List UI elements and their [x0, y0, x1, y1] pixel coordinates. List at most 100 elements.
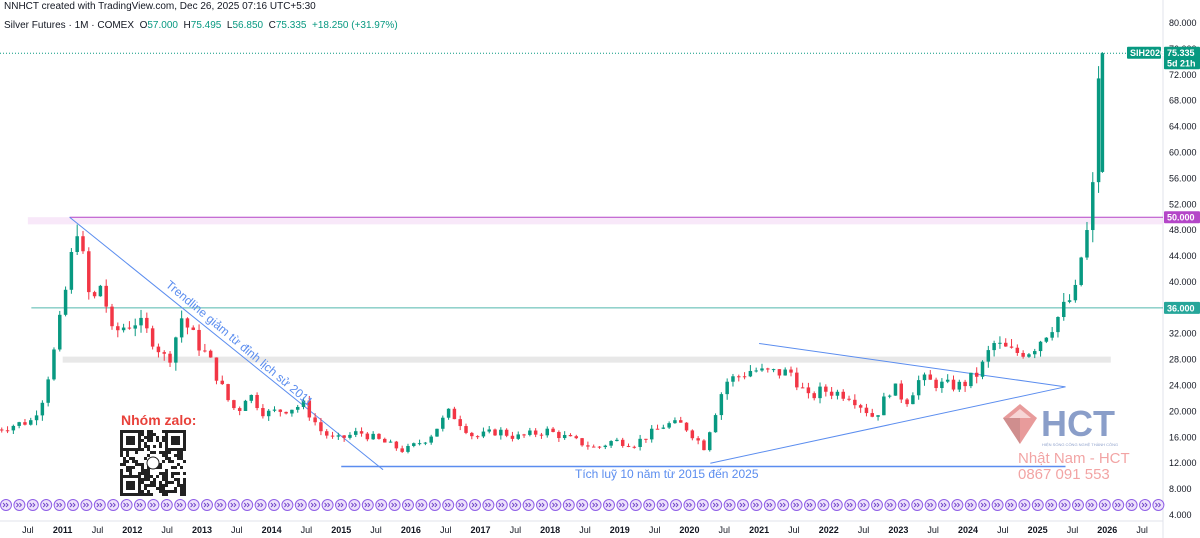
- candle-body: [139, 317, 143, 326]
- qr-module: [141, 490, 144, 493]
- price-axis[interactable]: 80.00076.00072.00068.00064.00060.00056.0…: [1169, 18, 1197, 520]
- event-marker-glyph: [1074, 502, 1081, 508]
- zalo-block: Nhóm zalo:: [120, 412, 196, 496]
- qr-module: [132, 466, 135, 469]
- event-marker-icon: [911, 499, 924, 511]
- candle-body: [922, 374, 927, 381]
- event-marker-glyph: [619, 502, 626, 508]
- event-marker-icon: [241, 499, 254, 511]
- time-axis[interactable]: Jul 2011 Jul 2012 Jul 2013 Jul 2014 Jul 2015 Jul 20…: [22, 525, 1148, 535]
- qr-module: [153, 445, 156, 448]
- qr-module: [162, 493, 165, 496]
- consolidation-zone: [62, 356, 1111, 363]
- candle-body: [290, 409, 294, 414]
- time-tick-label: 2025: [1028, 525, 1048, 535]
- candle-body: [969, 372, 973, 387]
- candle-body: [911, 395, 915, 405]
- time-tick-label: 2026: [1097, 525, 1117, 535]
- event-marker-icon: [321, 499, 334, 511]
- candle-body: [586, 445, 590, 447]
- qr-module: [171, 475, 174, 478]
- event-marker-icon: [469, 499, 481, 511]
- qr-module: [156, 436, 159, 439]
- qr-module: [150, 481, 153, 484]
- qr-module: [180, 490, 183, 493]
- candle-body: [516, 434, 520, 439]
- candle-body: [597, 446, 602, 448]
- symbol-title[interactable]: Silver Futures · 1M · COMEX: [4, 20, 135, 31]
- qr-module: [147, 478, 150, 481]
- event-marker-glyph: [980, 502, 987, 508]
- qr-center-logo: [146, 456, 160, 470]
- qr-module: [123, 460, 126, 463]
- qr-module: [141, 481, 144, 484]
- candle-body: [388, 441, 393, 443]
- candle-body: [864, 407, 869, 414]
- qr-module: [171, 481, 174, 484]
- candle-body: [626, 445, 631, 447]
- event-marker-glyph: [404, 502, 411, 508]
- event-marker-icon: [991, 499, 1004, 511]
- candle-body: [992, 343, 996, 351]
- qr-module: [159, 487, 162, 490]
- event-marker-icon: [415, 499, 428, 511]
- qr-module: [144, 472, 147, 475]
- event-marker-glyph: [511, 502, 518, 508]
- candle-body: [145, 317, 149, 329]
- event-marker-glyph: [471, 502, 478, 508]
- candle-body: [818, 386, 822, 399]
- candle-body: [1096, 78, 1101, 183]
- qr-module: [180, 454, 183, 457]
- price-tick-label: 80.000: [1169, 18, 1197, 28]
- event-marker-glyph: [310, 502, 317, 508]
- qr-module: [153, 481, 156, 484]
- event-marker-glyph: [538, 502, 545, 508]
- event-marker-icon: [884, 499, 897, 511]
- candle-body: [104, 285, 108, 307]
- close-value: 75.335: [275, 20, 307, 31]
- candle-body: [568, 434, 573, 437]
- candle-body: [133, 325, 137, 329]
- event-marker-icon: [1058, 499, 1071, 511]
- qr-module: [162, 439, 165, 442]
- candle-body: [876, 415, 880, 417]
- event-marker-icon: [1125, 499, 1138, 511]
- event-marker-glyph: [873, 502, 880, 508]
- event-marker-glyph: [418, 502, 425, 508]
- triangle-upper-line: [759, 342, 1066, 388]
- candle-body: [632, 446, 637, 448]
- qr-module: [162, 472, 165, 475]
- qr-module: [174, 478, 177, 481]
- candle-body: [400, 448, 404, 452]
- qr-module: [183, 484, 186, 487]
- qr-module: [123, 457, 126, 460]
- event-marker-icon: [187, 499, 200, 511]
- qr-module: [159, 445, 162, 448]
- event-marker-icon: [777, 499, 790, 511]
- event-marker-glyph: [900, 502, 907, 508]
- qr-module: [168, 451, 171, 454]
- candle-body: [882, 396, 886, 416]
- time-tick-label: 2023: [888, 525, 908, 535]
- event-marker-icon: [978, 499, 991, 511]
- event-marker-icon: [0, 499, 12, 511]
- close-label: C: [268, 20, 276, 31]
- candle-body: [377, 433, 381, 439]
- event-marker-glyph: [257, 502, 264, 508]
- time-tick-label: 2024: [958, 525, 978, 535]
- qr-module: [162, 475, 165, 478]
- candle-body: [11, 425, 16, 431]
- candle-body: [684, 422, 689, 431]
- last-price-tag: 75.335: [1167, 48, 1195, 58]
- candle-body: [63, 289, 68, 315]
- last-price-tag-bg: [1164, 46, 1200, 59]
- ohlc-legend[interactable]: Silver Futures · 1M · COMEX O57.000 H75.…: [4, 20, 398, 31]
- event-marker-glyph: [846, 502, 853, 508]
- qr-module: [147, 472, 150, 475]
- event-marker-glyph: [498, 502, 505, 508]
- candle-body: [1062, 301, 1066, 318]
- qr-module: [174, 454, 177, 457]
- triangle-lower-line: [710, 386, 1066, 464]
- candle-body: [1085, 230, 1089, 258]
